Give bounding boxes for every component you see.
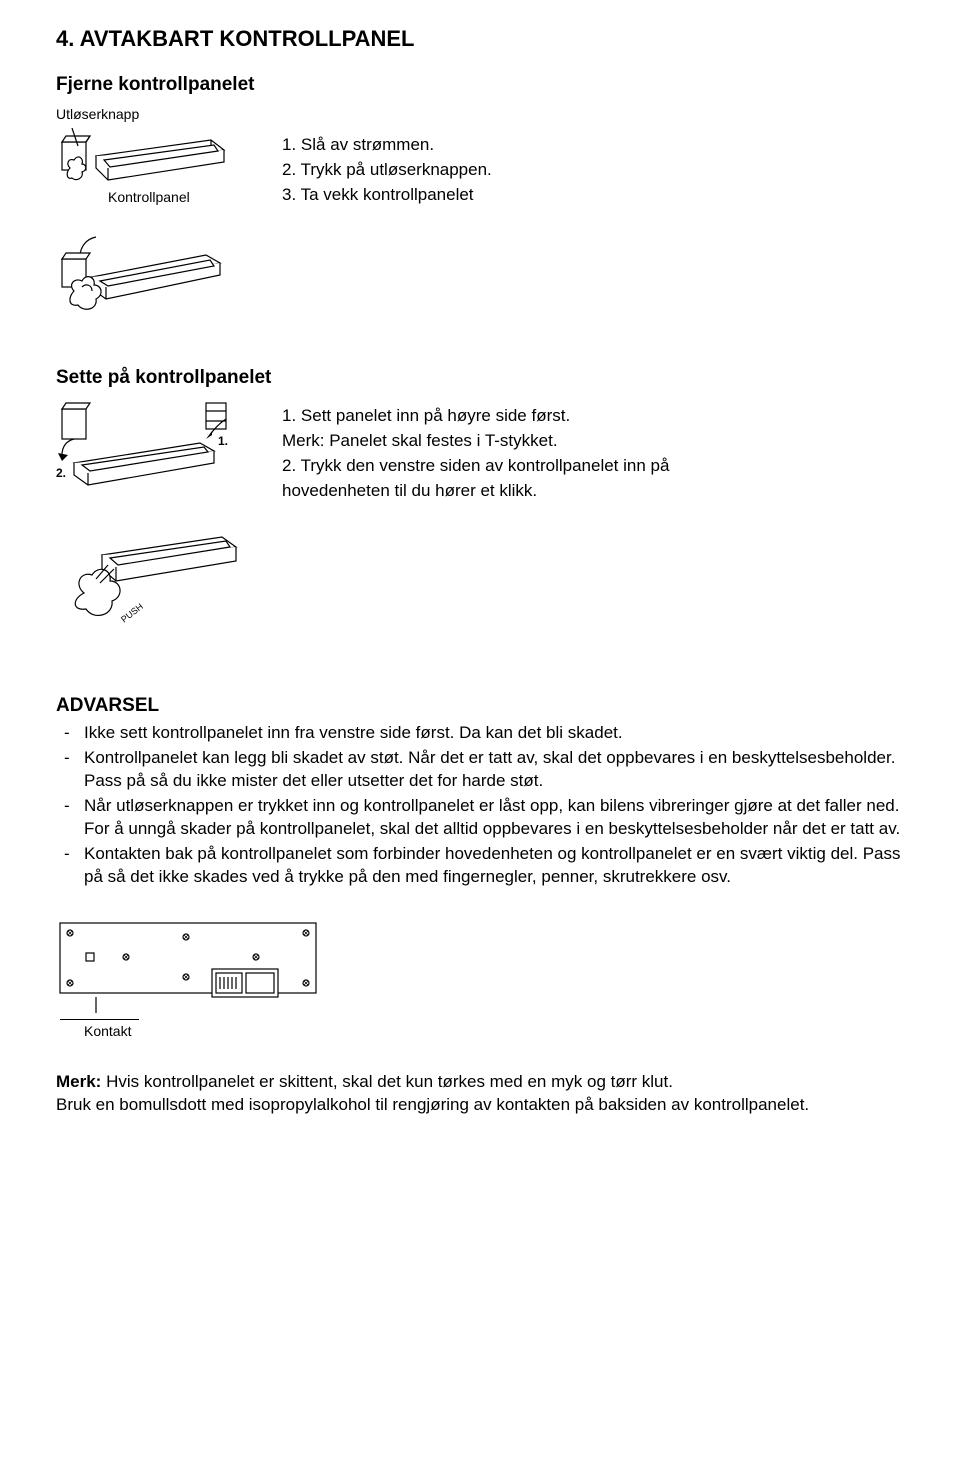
advarsel-item-1-text: Ikke sett kontrollpanelet inn fra venstr… — [84, 723, 623, 742]
fjerne-steps: 1. Slå av strømmen. 2. Trykk på utløserk… — [282, 128, 492, 209]
svg-text:1.: 1. — [218, 434, 228, 448]
advarsel-item-2-text: Kontrollpanelet kan legg bli skadet av s… — [84, 748, 895, 790]
advarsel-item-3: -Når utløserknappen er trykket inn og ko… — [84, 795, 904, 841]
advarsel-item-1: -Ikke sett kontrollpanelet inn fra venst… — [84, 722, 904, 745]
sette-row: 1. 2. 1. Sett panelet inn på høyre side … — [56, 399, 904, 505]
figure-install-panel: 1. 2. — [56, 399, 236, 491]
figure-back-connector — [56, 917, 326, 1017]
figure-4-wrap: PUSH — [56, 527, 904, 645]
label-release-button: Utløserknapp — [56, 105, 904, 124]
advarsel-item-3-text: Når utløserknappen er trykket inn og kon… — [84, 796, 900, 838]
sette-steps: 1. Sett panelet inn på høyre side først.… — [282, 399, 669, 505]
figure-remove-panel-arrow — [56, 233, 236, 323]
figure-push-panel: PUSH — [56, 527, 246, 645]
advarsel-item-4: -Kontakten bak på kontrollpanelet som fo… — [84, 843, 904, 889]
advarsel-title: ADVARSEL — [56, 693, 904, 719]
merk-block: Merk: Hvis kontrollpanelet er skittent, … — [56, 1071, 904, 1117]
figure-2-wrap — [56, 233, 904, 323]
sette-heading: Sette på kontrollpanelet — [56, 365, 904, 391]
fjerne-row: Kontrollpanel 1. Slå av strømmen. 2. Try… — [56, 128, 904, 211]
fjerne-step-3: 3. Ta vekk kontrollpanelet — [282, 184, 492, 207]
figure-1-column: Kontrollpanel — [56, 128, 256, 211]
fjerne-step-1: 1. Slå av strømmen. — [282, 134, 492, 157]
sette-step-2: 2. Trykk den venstre siden av kontrollpa… — [282, 455, 669, 478]
label-control-panel: Kontrollpanel — [56, 188, 256, 207]
sette-step-1: 1. Sett panelet inn på høyre side først. — [282, 405, 669, 428]
merk-line-1: Merk: Hvis kontrollpanelet er skittent, … — [56, 1071, 904, 1094]
figure-remove-panel — [56, 128, 236, 188]
merk-text-1: Hvis kontrollpanelet er skittent, skal d… — [101, 1072, 673, 1091]
sette-step-1-note: Merk: Panelet skal festes i T-stykket. — [282, 430, 669, 453]
advarsel-item-4-text: Kontakten bak på kontrollpanelet som for… — [84, 844, 901, 886]
kontakt-section: Kontakt — [56, 917, 904, 1043]
figure-3-column: 1. 2. — [56, 399, 256, 491]
sette-step-2-cont: hovedenheten til du hører et klikk. — [282, 480, 669, 503]
advarsel-block: ADVARSEL -Ikke sett kontrollpanelet inn … — [56, 693, 904, 889]
svg-text:PUSH: PUSH — [119, 601, 145, 624]
svg-text:2.: 2. — [56, 466, 66, 480]
merk-line-2: Bruk en bomullsdott med isopropylalkohol… — [56, 1094, 904, 1117]
fjerne-heading: Fjerne kontrollpanelet — [56, 72, 904, 98]
advarsel-item-2: -Kontrollpanelet kan legg bli skadet av … — [84, 747, 904, 793]
page-title: 4. AVTAKBART KONTROLLPANEL — [56, 24, 904, 54]
merk-prefix: Merk: — [56, 1072, 101, 1091]
label-kontakt: Kontakt — [60, 1019, 139, 1041]
fjerne-step-2: 2. Trykk på utløserknappen. — [282, 159, 492, 182]
